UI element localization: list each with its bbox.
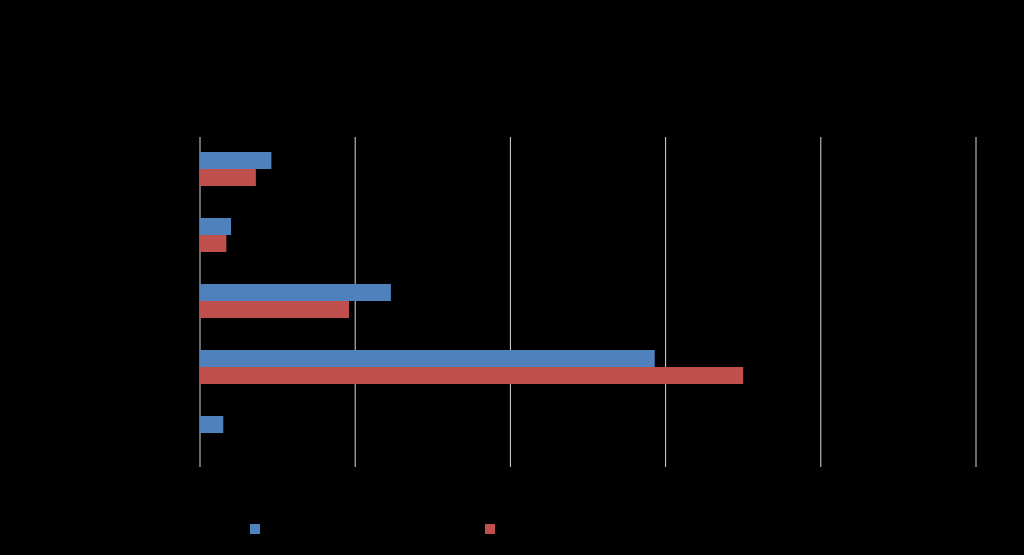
bar xyxy=(200,169,256,186)
bar xyxy=(200,416,224,433)
bar xyxy=(200,350,655,367)
bar xyxy=(200,367,744,384)
bar xyxy=(200,235,227,252)
legend-marker xyxy=(250,524,260,534)
bar xyxy=(200,152,272,169)
bar xyxy=(200,218,232,235)
bar xyxy=(200,284,391,301)
bar xyxy=(200,301,349,318)
legend-marker xyxy=(485,524,495,534)
